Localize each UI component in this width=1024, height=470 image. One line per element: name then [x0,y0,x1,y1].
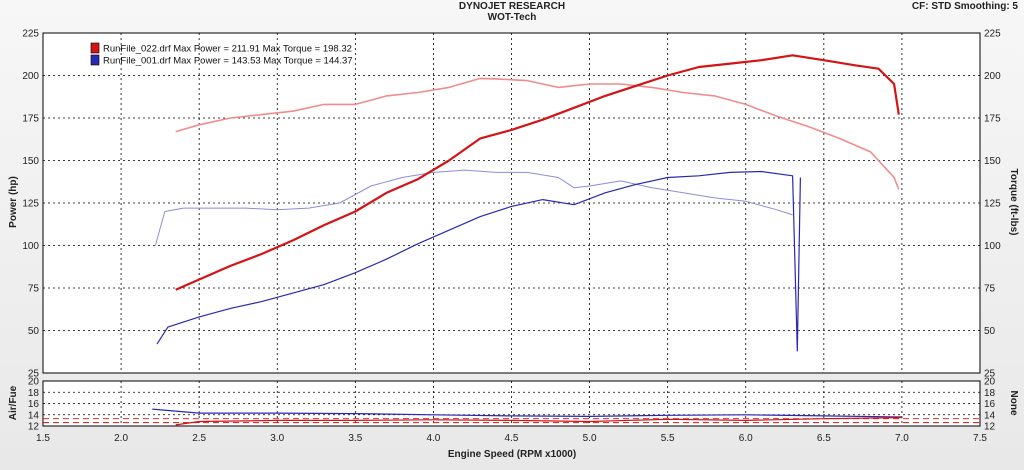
x-tick-label: 7.5 [973,433,987,444]
afr-ytick-left: 16 [28,399,40,410]
power-torque-panel: 225 225 200 200 175 175 150 150 125 125 100 100 75 75… [22,29,1001,380]
afr-ytick-left: 14 [28,410,40,421]
series-line-run022-power [175,54,900,291]
x-tick-label: 4.0 [426,433,440,444]
power-torque-ytick-right: 150 [984,156,1001,167]
series-line-run001-torque [154,169,793,246]
series-line-run022-afr [175,417,902,426]
x-tick-label: 1.5 [36,433,50,444]
power-axis-label: Power (hp) [8,176,19,228]
x-tick-label: 5.5 [661,433,675,444]
power-torque-ytick-right: 50 [984,326,996,337]
power-torque-ytick-right: 175 [984,114,1001,125]
afr-ytick-right: 20 [984,377,996,388]
afr-ytick-right: 18 [984,388,996,399]
power-torque-ytick-right: 25 [984,369,996,380]
torque-axis-label: Torque (ft-lbs) [1008,168,1019,235]
power-torque-ytick-right: 100 [984,241,1001,252]
afr-ytick-left: 18 [28,388,40,399]
power-torque-ytick-left: 50 [28,326,40,337]
series-line-run001-power [156,170,801,352]
x-axis-label: Engine Speed (RPM x1000) [448,449,576,460]
afr-axis-label: Air/Fue [8,385,19,420]
chart-subtitle: WOT-Tech [487,12,537,23]
x-tick-label: 5.0 [583,433,597,444]
x-tick-label: 7.0 [895,433,909,444]
power-torque-ytick-left: 175 [22,114,39,125]
series-line-run022-torque [175,77,900,190]
power-torque-ytick-left: 225 [22,29,39,40]
x-tick-label: 6.0 [739,433,753,444]
afr-right-axis-label: None [1008,391,1019,416]
chart-title: DYNOJET RESEARCH [458,1,566,12]
power-torque-ytick-left: 75 [28,284,40,295]
correction-factor-info: CF: STD Smoothing: 5 [911,1,1018,12]
power-torque-ytick-left: 150 [22,156,39,167]
power-torque-ytick-left: 25 [28,369,40,380]
afr-ytick-left: 20 [28,377,40,388]
power-torque-ytick-left: 200 [22,71,39,82]
series-line-run001-afr [152,408,902,418]
power-torque-ytick-right: 125 [984,199,1001,210]
power-torque-ytick-right: 200 [984,71,1001,82]
power-torque-ytick-right: 225 [984,29,1001,40]
x-tick-label: 3.5 [348,433,362,444]
x-tick-label: 4.5 [505,433,519,444]
legend-entry: RunFile_022.drf Max Power = 211.91 Max T… [103,44,352,55]
afr-ytick-right: 16 [984,399,996,410]
power-torque-ytick-right: 75 [984,284,996,295]
legend-entry: RunFile_001.drf Max Power = 143.53 Max T… [103,56,353,67]
legend-swatch [90,54,100,66]
afr-ytick-left: 12 [28,422,40,433]
x-tick-label: 2.5 [192,433,206,444]
legend-swatch [90,42,100,54]
x-tick-label: 3.0 [270,433,284,444]
x-tick-label: 2.0 [114,433,128,444]
power-torque-ytick-left: 100 [22,241,39,252]
power-torque-ytick-left: 125 [22,199,39,210]
afr-ytick-right: 12 [984,422,996,433]
afr-ytick-right: 14 [984,410,996,421]
x-tick-label: 6.5 [817,433,831,444]
